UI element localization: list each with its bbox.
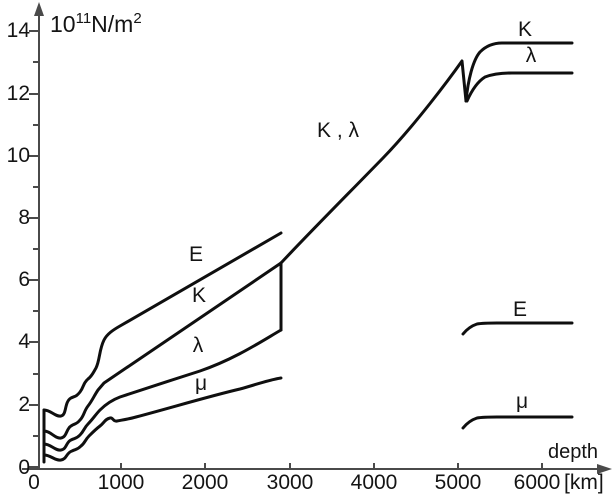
x-tick-label-2000: 2000: [181, 471, 229, 494]
curve-mu-mantle: [42, 376, 283, 462]
x-tick-label-3000: 3000: [266, 471, 314, 494]
x-axis-title: depth: [547, 441, 599, 463]
y-tick-label-10: 10: [6, 144, 30, 167]
x-tick-label-6000: 6000: [513, 471, 561, 494]
curve-lambda-mantle: [42, 328, 283, 452]
curves: [42, 41, 574, 464]
y-major-ticks: [29, 30, 39, 468]
curve-E-inner-core: [461, 321, 574, 336]
curve-label-lambda-inner-core: λ: [525, 44, 537, 67]
y-tick-label-8: 8: [18, 206, 30, 229]
curve-label-E-inner-core: E: [512, 298, 528, 321]
y-axis-arrowhead-icon: [34, 2, 44, 16]
curve-label-K-lambda-outer-core: K , λ: [316, 119, 360, 142]
y-tick-label-0: 0: [18, 456, 30, 479]
y-axis-unit-label: 1011N/m2: [50, 6, 142, 37]
curve-E-mantle: [42, 231, 283, 418]
curve-label-K-mantle: K: [191, 284, 207, 307]
unit-base: 10: [50, 11, 76, 37]
curve-label-mu-mantle: μ: [194, 372, 208, 395]
unit-rest: N/m: [91, 11, 134, 37]
y-tick-label-2: 2: [18, 393, 30, 416]
curve-K-mantle: [42, 261, 283, 440]
y-tick-label-14: 14: [6, 19, 30, 42]
x-tick-label-5000: 5000: [434, 471, 482, 494]
x-tick-label-1000: 1000: [97, 471, 145, 494]
x-axis-arrowhead-icon: [597, 464, 612, 474]
y-tick-label-4: 4: [18, 330, 30, 353]
axes: [22, 13, 599, 470]
curve-label-K-inner-core: K: [517, 18, 533, 41]
y-tick-label-12: 12: [6, 82, 30, 105]
y-minor-ticks: [33, 61, 39, 437]
x-axis-unit-label: [km]: [564, 471, 604, 494]
curve-mu-inner-core: [461, 415, 574, 430]
x-tick-label-4000: 4000: [350, 471, 398, 494]
x-tick-label-0: 0: [28, 471, 40, 494]
curve-label-lambda-mantle: λ: [192, 334, 204, 357]
curve-lambda-inner-core: [465, 71, 574, 103]
unit-exponent: 11: [75, 10, 92, 27]
unit-rest-exponent: 2: [133, 10, 142, 27]
x-ticks: [120, 463, 543, 469]
curve-label-mu-inner-core: μ: [515, 390, 529, 413]
y-tick-label-6: 6: [18, 268, 30, 291]
curve-K-lambda-outer-core: [279, 59, 468, 265]
curve-K-inner-core: [464, 41, 574, 103]
curve-label-E-mantle: E: [188, 243, 204, 266]
